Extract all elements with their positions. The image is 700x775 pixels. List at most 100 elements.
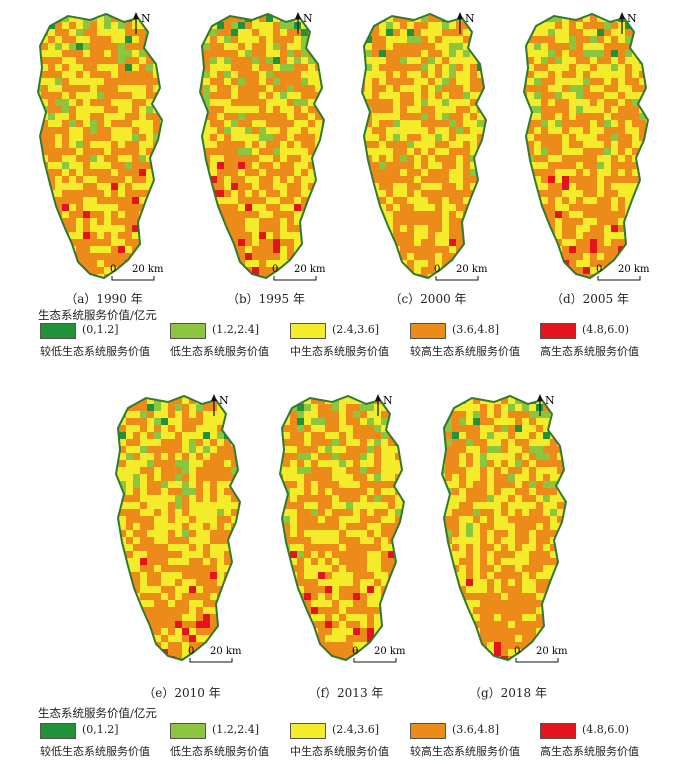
map-cell	[407, 169, 414, 176]
map-cell	[332, 404, 339, 411]
map-cell	[238, 396, 240, 397]
map-cell	[217, 460, 224, 467]
map-cell	[351, 78, 358, 85]
map-cell	[470, 120, 477, 127]
map-cell	[90, 120, 97, 127]
map-cell	[126, 656, 133, 660]
map-cell	[318, 418, 325, 425]
map-cell	[90, 50, 97, 57]
map-cell	[273, 127, 280, 134]
map-cell	[62, 176, 69, 183]
map-cell	[470, 64, 477, 71]
map-cell	[435, 253, 442, 260]
map-cell	[55, 36, 62, 43]
map-cell	[252, 232, 259, 239]
map-cell	[506, 92, 513, 99]
map-cell	[217, 537, 224, 544]
map-cell	[583, 57, 590, 64]
map-cell	[160, 211, 162, 218]
map-cell	[182, 523, 189, 530]
map-cell	[506, 190, 513, 197]
map-cell	[632, 113, 639, 120]
map-cell	[362, 36, 365, 43]
map-cell	[132, 106, 139, 113]
map-cell	[140, 642, 147, 649]
map-cell	[301, 169, 308, 176]
map-cell	[210, 92, 217, 99]
map-cell	[506, 246, 513, 253]
map-cell	[524, 211, 527, 218]
map-cell	[541, 127, 548, 134]
map-cell	[182, 106, 189, 113]
map-cell	[104, 225, 111, 232]
map-cell	[174, 8, 181, 15]
map-cell	[562, 218, 569, 225]
map-cell	[238, 481, 240, 488]
map-cell	[315, 162, 322, 169]
map-cell	[273, 204, 280, 211]
map-cell	[139, 281, 146, 288]
map-cell	[259, 162, 266, 169]
map-cell	[252, 71, 259, 78]
map-cell	[365, 211, 372, 218]
map-cell	[527, 197, 534, 204]
map-cell	[611, 14, 618, 15]
map-cell	[639, 225, 646, 232]
map-cell	[231, 495, 238, 502]
map-cell	[395, 404, 402, 411]
map-cell	[196, 614, 203, 621]
map-cell	[41, 57, 48, 64]
map-cell	[442, 78, 449, 85]
map-cell	[534, 253, 541, 260]
map-cell	[182, 169, 189, 176]
map-cell	[611, 162, 618, 169]
map-cell	[238, 253, 245, 260]
map-cell	[259, 148, 266, 155]
map-cell	[147, 523, 154, 530]
map-cell	[632, 148, 639, 155]
map-cell	[20, 29, 27, 36]
map-cell	[400, 155, 407, 162]
map-cell	[308, 43, 315, 50]
map-cell	[534, 267, 541, 274]
map-cell	[132, 43, 139, 50]
map-cell	[167, 78, 174, 85]
map-cell	[590, 232, 597, 239]
map-cell	[116, 397, 119, 404]
map-cell	[97, 211, 104, 218]
map-cell	[105, 516, 112, 523]
map-cell	[97, 183, 104, 190]
map-cell	[175, 474, 182, 481]
map-cell	[160, 36, 162, 43]
map-cell	[38, 183, 41, 190]
map-cell	[362, 29, 365, 36]
map-cell	[98, 460, 105, 467]
map-cell	[224, 558, 231, 565]
map-cell	[604, 162, 611, 169]
map-cell	[168, 481, 175, 488]
map-cell	[189, 99, 196, 106]
map-cell	[182, 628, 189, 635]
map-cell	[597, 281, 604, 288]
map-cell	[245, 579, 252, 586]
map-cell	[362, 162, 365, 169]
map-cell	[224, 22, 231, 29]
map-cell	[125, 232, 132, 239]
map-cell	[311, 411, 318, 418]
map-cell	[336, 197, 343, 204]
map-cell	[238, 586, 240, 593]
map-cell	[269, 404, 276, 411]
map-cell	[105, 572, 112, 579]
map-cell	[463, 113, 470, 120]
map-cell	[660, 232, 667, 239]
map-cell	[513, 57, 520, 64]
map-cell	[69, 57, 76, 64]
map-cell	[104, 64, 111, 71]
map-cell	[252, 267, 259, 274]
map-cell	[41, 99, 48, 106]
map-cell	[90, 211, 97, 218]
map-cell	[632, 218, 639, 225]
map-cell	[98, 530, 105, 537]
map-cell	[541, 246, 548, 253]
map-cell	[252, 551, 259, 558]
